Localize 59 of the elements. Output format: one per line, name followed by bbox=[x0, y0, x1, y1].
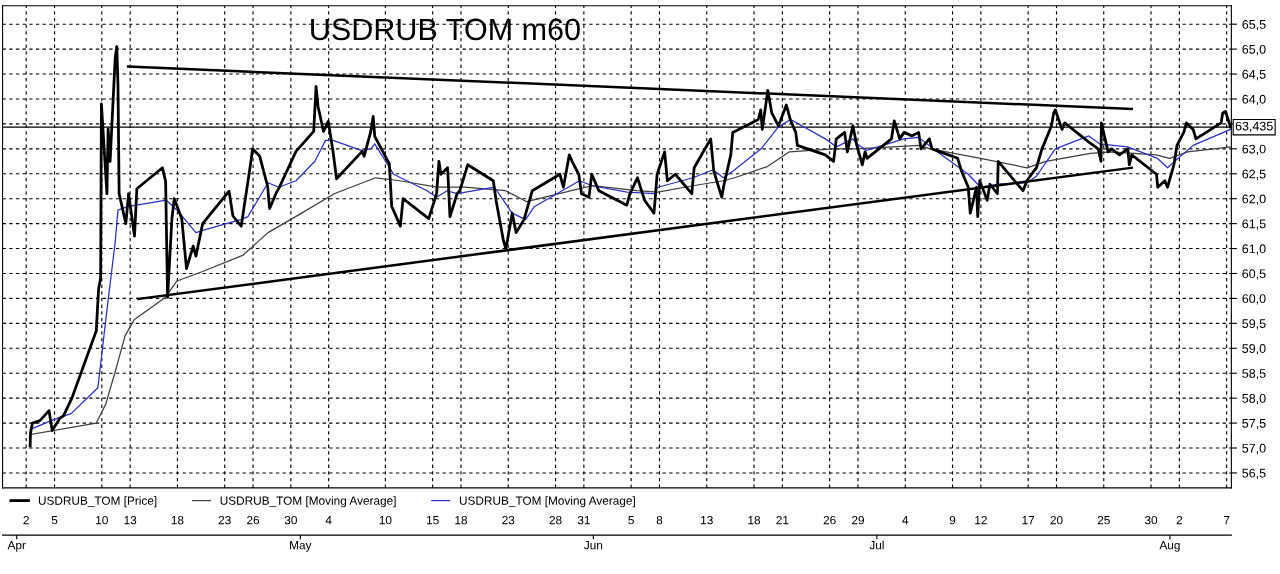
y-tick-label: 62,0 bbox=[1242, 194, 1266, 205]
x-tick-label: 29 bbox=[852, 515, 864, 525]
y-tick-label: 65,0 bbox=[1242, 44, 1266, 56]
y-tick-label: 59,0 bbox=[1242, 344, 1266, 355]
legend-label: USDRUB_TOM [Moving Average] bbox=[220, 496, 396, 508]
x-tick-label: 23 bbox=[218, 515, 231, 525]
x2-tick-label: Jul bbox=[869, 540, 884, 550]
x-tick-label: 30 bbox=[1144, 515, 1158, 525]
x-tick-label: 15 bbox=[426, 516, 439, 525]
x-tick-label: 5 bbox=[51, 516, 58, 525]
ref-line-label: 63,435 bbox=[1235, 121, 1273, 132]
x-tick-label: 28 bbox=[549, 515, 562, 525]
x-tick-label: 31 bbox=[577, 515, 590, 525]
x-tick-label: 10 bbox=[379, 515, 392, 525]
x-tick-label: 17 bbox=[1022, 516, 1035, 525]
legend-label: USDRUB_TOM [Moving Average] bbox=[459, 496, 635, 508]
x-tick-label: 13 bbox=[124, 515, 137, 525]
y-tick-label: 57,0 bbox=[1242, 443, 1266, 455]
y-tick-label: 62,5 bbox=[1242, 169, 1266, 180]
x-tick-label: 5 bbox=[628, 516, 634, 525]
x-tick-label: 26 bbox=[823, 515, 836, 525]
y-tick-label: 56,5 bbox=[1242, 468, 1266, 480]
x-tick-label: 10 bbox=[96, 515, 108, 525]
x-tick-label: 25 bbox=[1097, 515, 1110, 525]
x-tick-label: 26 bbox=[247, 515, 260, 525]
x2-tick-label: Aug bbox=[1159, 541, 1180, 552]
y-tick-label: 58,0 bbox=[1242, 393, 1266, 405]
y-tick-label: 57,5 bbox=[1242, 419, 1266, 430]
x-tick-label: 18 bbox=[748, 515, 761, 525]
x-tick-label: 9 bbox=[949, 515, 956, 525]
x-tick-label: 18 bbox=[171, 515, 184, 525]
x-tick-label: 4 bbox=[902, 516, 909, 525]
x2-tick-label: Apr bbox=[7, 541, 26, 552]
x-tick-label: 18 bbox=[455, 515, 468, 525]
x-tick-label: 13 bbox=[701, 515, 713, 525]
x-tick-label: 20 bbox=[1050, 515, 1063, 525]
y-tick-label: 63,0 bbox=[1242, 144, 1266, 155]
x-tick-label: 4 bbox=[325, 516, 332, 525]
y-tick-label: 64,0 bbox=[1242, 94, 1266, 106]
y-tick-label: 58,5 bbox=[1242, 369, 1266, 380]
x-tick-label: 7 bbox=[1223, 516, 1230, 525]
x-tick-label: 2 bbox=[1176, 515, 1183, 525]
chart-title: USDRUB TOM m60 bbox=[311, 18, 580, 41]
x-tick-label: 8 bbox=[656, 515, 663, 525]
y-tick-label: 61,0 bbox=[1242, 244, 1266, 255]
y-tick-label: 61,5 bbox=[1242, 219, 1266, 230]
x-tick-label: 21 bbox=[776, 515, 789, 525]
x-tick-label: 23 bbox=[502, 515, 515, 525]
y-tick-label: 65,5 bbox=[1242, 19, 1266, 31]
x2-tick-label: Jun bbox=[584, 541, 603, 550]
x2-tick-label: May bbox=[290, 541, 312, 552]
x-tick-label: 2 bbox=[23, 515, 29, 525]
x-tick-label: 30 bbox=[284, 515, 297, 525]
legend-label: USDRUB_TOM [Price] bbox=[38, 496, 157, 508]
y-tick-label: 60,0 bbox=[1242, 294, 1266, 305]
y-tick-label: 59,5 bbox=[1242, 319, 1266, 330]
x-tick-label: 12 bbox=[975, 515, 987, 525]
y-tick-label: 64,5 bbox=[1242, 69, 1266, 81]
y-tick-label: 60,5 bbox=[1242, 269, 1266, 280]
